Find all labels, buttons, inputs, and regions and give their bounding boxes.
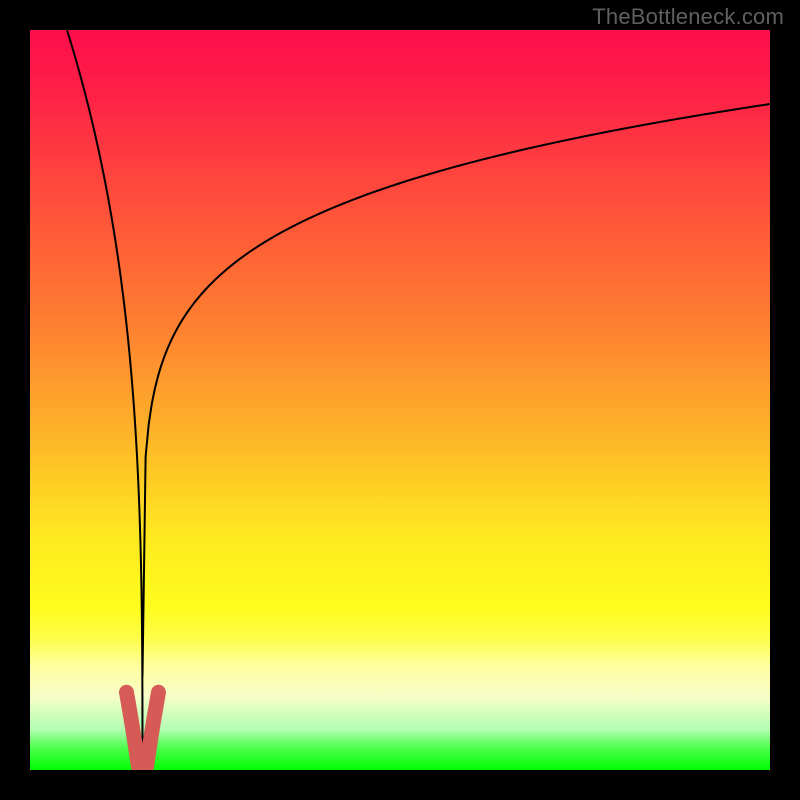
chart-container: TheBottleneck.com [0,0,800,800]
bottleneck-chart [30,30,770,770]
watermark-text: TheBottleneck.com [592,4,784,30]
plot-background [30,30,770,770]
